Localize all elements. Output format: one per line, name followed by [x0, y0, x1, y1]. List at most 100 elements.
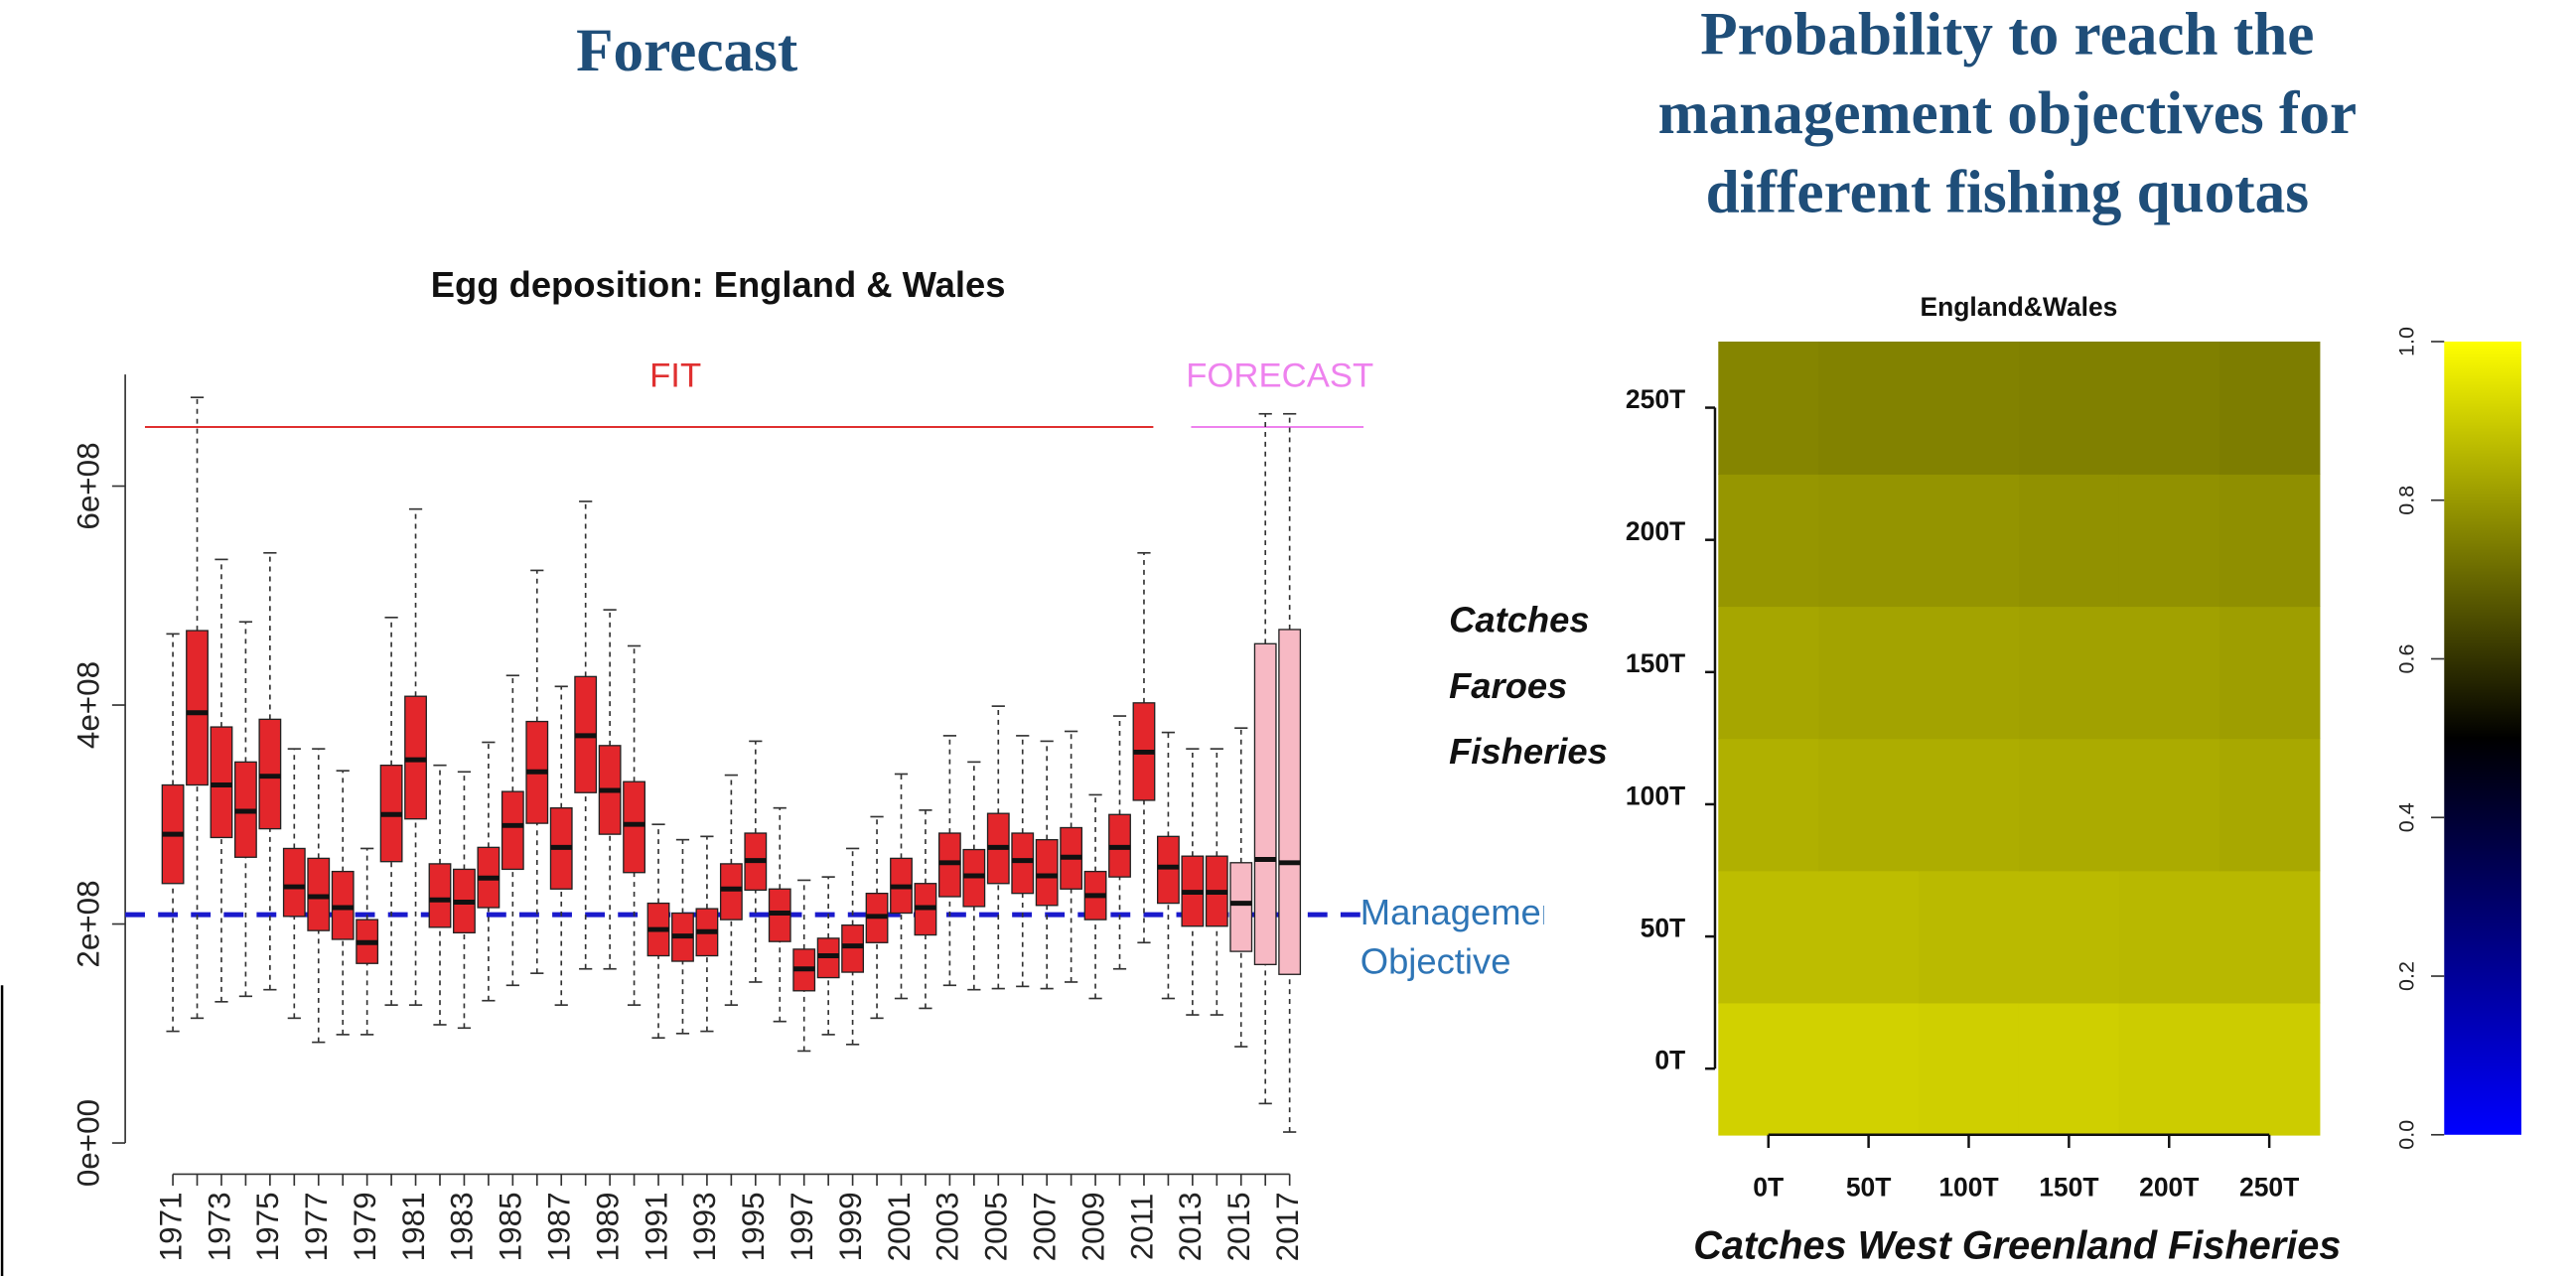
x-tick-label: 1979 — [348, 1192, 382, 1261]
x-tick-label: 1985 — [494, 1192, 528, 1261]
heat-cell — [2218, 606, 2321, 740]
x-tick-label: 200T — [2139, 1172, 2199, 1202]
box — [1253, 642, 1277, 965]
heat-cell — [1718, 1002, 1820, 1136]
box — [1278, 629, 1302, 975]
annotation: FORECAST — [1186, 357, 1373, 395]
heat-cell — [1718, 870, 1820, 1004]
heat-cell — [1919, 738, 2020, 872]
heat-cell — [1818, 870, 1920, 1004]
box — [210, 726, 233, 839]
y-tick-label: 0T — [1654, 1046, 1685, 1075]
chart-title: England&Wales — [1920, 292, 2117, 322]
heat-cell — [1718, 738, 1820, 872]
box — [1011, 832, 1035, 895]
slide-title: Forecast — [576, 18, 798, 85]
box — [1229, 862, 1253, 952]
x-tick-label: 1995 — [736, 1192, 771, 1261]
heat-cell — [1818, 1002, 1920, 1136]
x-tick-label: 1983 — [445, 1192, 480, 1261]
colorbar — [2444, 341, 2522, 1135]
colorbar-tick-label: 0.4 — [2395, 802, 2419, 832]
x-tick-label: 2017 — [1270, 1192, 1305, 1261]
x-tick-label: 2009 — [1075, 1192, 1110, 1261]
box — [1035, 838, 1059, 907]
heat-cell — [1919, 1002, 2020, 1136]
y-tick-label: 200T — [1626, 516, 1685, 546]
box — [623, 780, 645, 874]
y-tick-label: 0e+00 — [72, 1099, 106, 1187]
heat-cell — [2218, 1002, 2321, 1136]
x-tick-label: 2013 — [1173, 1192, 1208, 1261]
heat-cell — [2218, 474, 2321, 608]
colorbar-tick-label: 0.0 — [2395, 1120, 2419, 1150]
heat-cell — [2118, 474, 2220, 608]
objective-label-box: Management Objective — [1360, 892, 1544, 982]
heat-cell — [2018, 606, 2120, 740]
heat-cell — [1919, 474, 2020, 608]
x-tick-label: 2007 — [1027, 1192, 1062, 1261]
y-axis-label-box: Catches Faroes Fisheries — [1449, 599, 1608, 773]
box — [719, 863, 743, 921]
x-tick-label: 250T — [2239, 1172, 2299, 1202]
box — [282, 847, 306, 918]
x-axis-label: Catches West Greenland Fisheries — [1693, 1223, 2341, 1267]
x-tick-label: 1993 — [687, 1192, 722, 1261]
heat-cell — [1919, 870, 2020, 1004]
heat-cell — [2118, 606, 2220, 740]
colorbar-tick-label: 0.8 — [2395, 486, 2419, 515]
x-tick-label: 100T — [1938, 1172, 1998, 1202]
heat-cell — [2018, 870, 2120, 1004]
x-tick-label: 1971 — [153, 1192, 188, 1261]
heat-cell — [1718, 606, 1820, 740]
heat-cell — [1818, 606, 1920, 740]
left-title-box: Forecast — [576, 18, 798, 85]
heat-cell — [2118, 870, 2220, 1004]
x-tick-label: 2011 — [1124, 1194, 1159, 1261]
heat-cell — [2218, 738, 2321, 872]
heat-cell — [2018, 1002, 2120, 1136]
heat-cell — [1919, 341, 2020, 475]
x-tick-label: 2003 — [930, 1192, 965, 1261]
y-tick-label: 2e+08 — [72, 880, 106, 967]
heat-cell — [1818, 474, 1920, 608]
annotation: FIT — [649, 357, 701, 395]
x-tick-label: 1997 — [785, 1192, 819, 1261]
heat-cell — [2218, 341, 2321, 475]
x-tick-label: 1973 — [202, 1192, 236, 1261]
colorbar-tick-label: 0.2 — [2395, 961, 2419, 991]
y-axis-label: Catches Faroes Fisheries — [1449, 599, 1608, 773]
heat-cell — [2118, 1002, 2220, 1136]
heatmap-chart: England&Wales 0T 50T 100T 150T 200T 250T 0T 50T 1… — [1449, 292, 2522, 1267]
box — [186, 630, 209, 786]
heat-cell — [2018, 474, 2120, 608]
box — [501, 790, 524, 871]
box — [1157, 835, 1180, 905]
y-tick-label: 250T — [1626, 384, 1685, 414]
x-tick-label: 1987 — [542, 1192, 577, 1261]
colorbar-tick-label: 0.6 — [2395, 644, 2419, 674]
y-tick-label: 50T — [1641, 913, 1686, 942]
heat-cell — [2018, 738, 2120, 872]
y-tick-label: 100T — [1626, 780, 1685, 810]
x-tick-label: 1999 — [833, 1192, 868, 1261]
box — [428, 863, 452, 928]
x-tick-label: 1981 — [396, 1192, 431, 1261]
box — [841, 923, 865, 973]
y-tick-label: 6e+08 — [72, 442, 106, 529]
x-tick-label: 1977 — [299, 1192, 334, 1261]
x-tick-label: 2015 — [1221, 1192, 1256, 1261]
heat-cell — [1718, 341, 1820, 475]
x-tick-label: 1989 — [590, 1192, 625, 1261]
x-tick-label: 50T — [1846, 1172, 1892, 1202]
heat-cell — [2118, 738, 2220, 872]
x-tick-label: 150T — [2039, 1172, 2098, 1202]
heat-cell — [1718, 474, 1820, 608]
right-title-box: Probability to reach the management obje… — [1658, 2, 2357, 227]
y-tick-label: 4e+08 — [72, 661, 106, 749]
x-tick-label: 2001 — [882, 1192, 917, 1261]
heat-cell — [1818, 738, 1920, 872]
boxplot-chart: Egg deposition: England & Wales 0e+00 2e+0… — [72, 264, 1544, 1261]
